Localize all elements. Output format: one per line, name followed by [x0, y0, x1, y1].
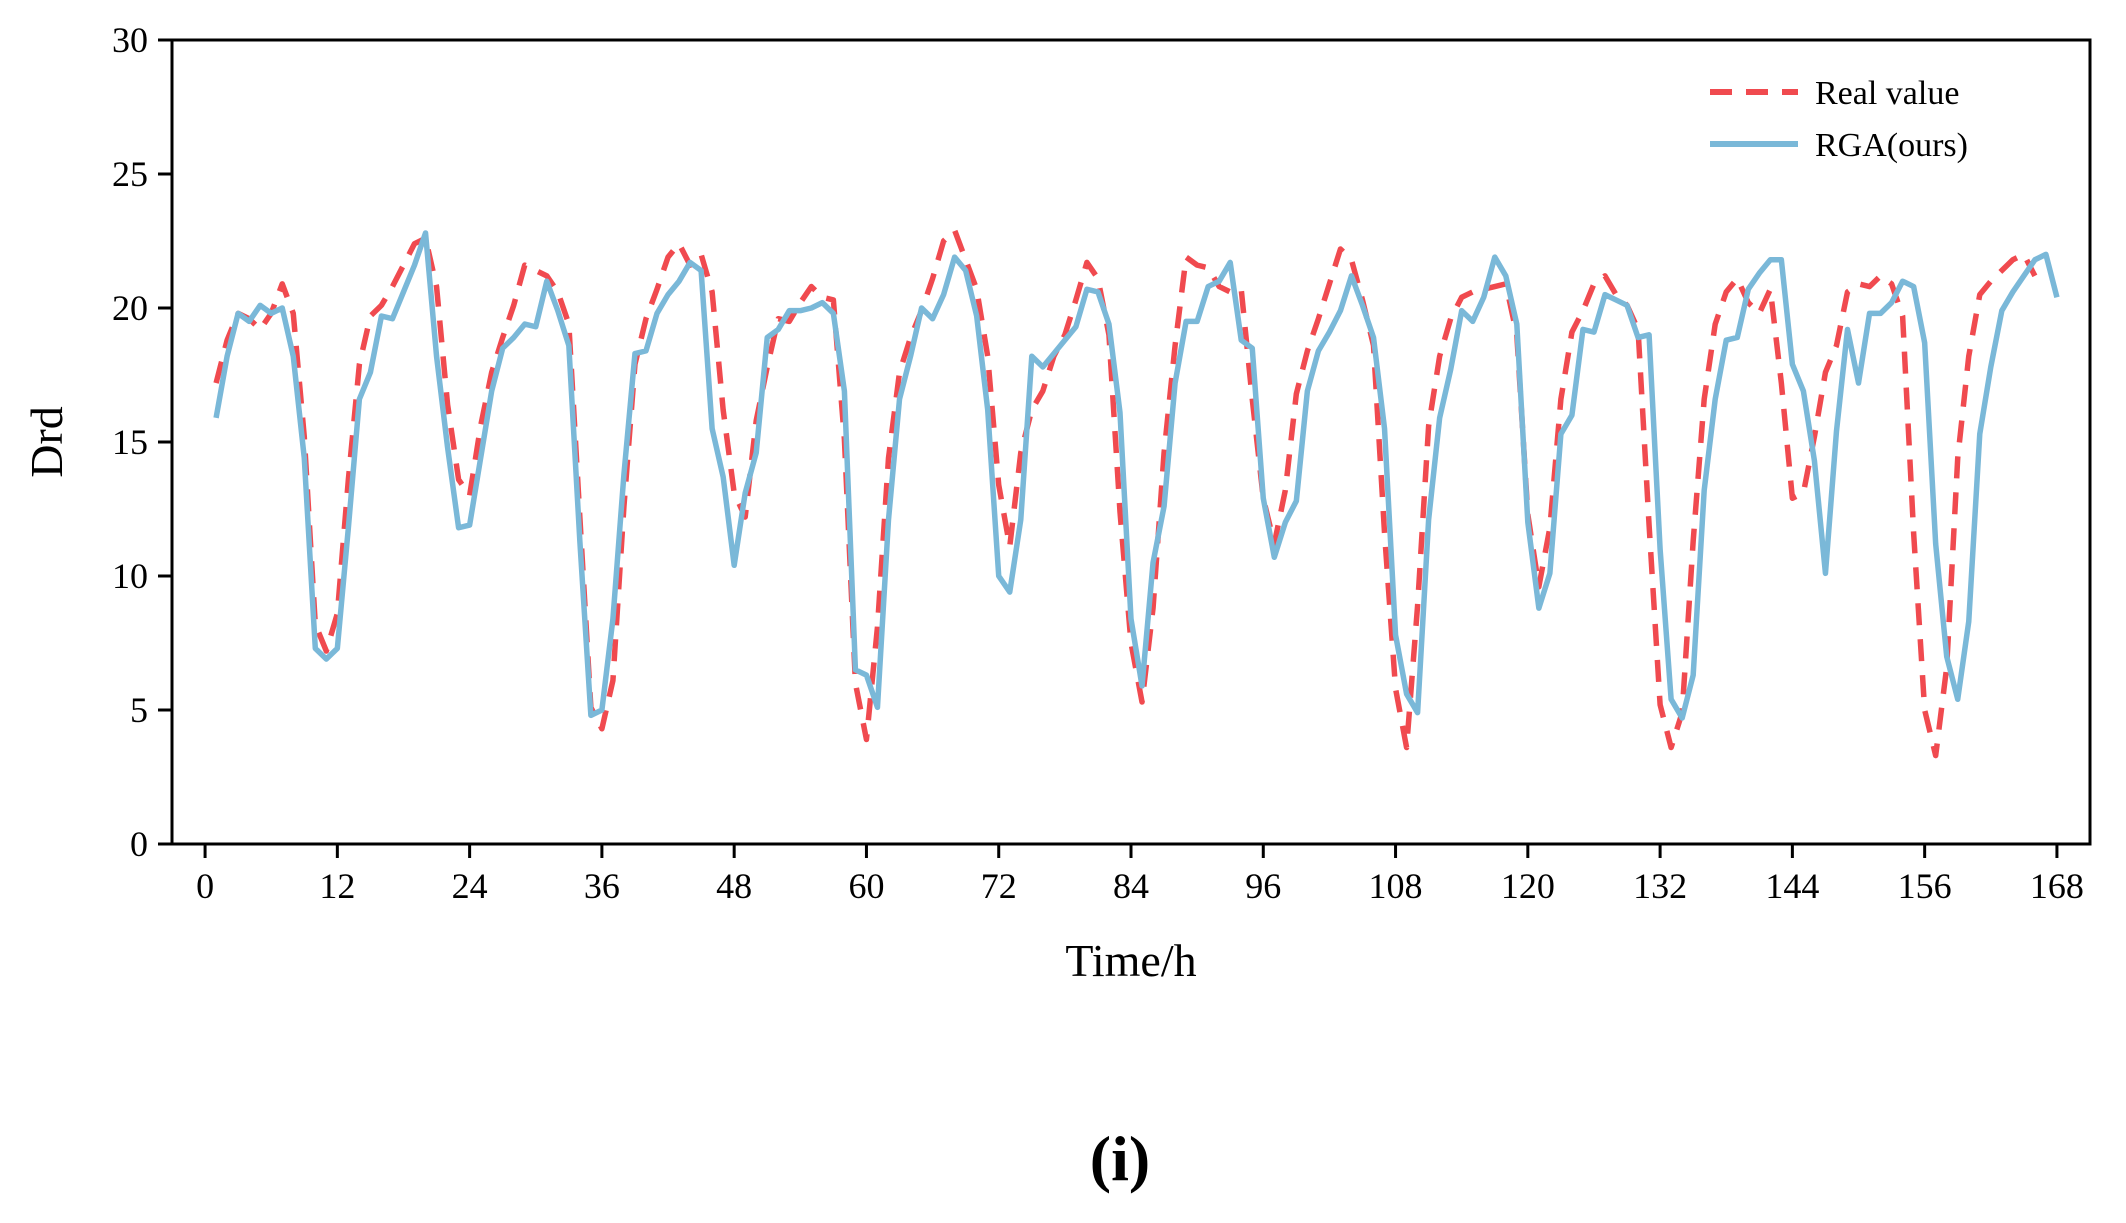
x-tick-label: 120	[1501, 866, 1555, 906]
y-tick-label: 0	[130, 824, 148, 864]
legend-label-real-value: Real value	[1815, 75, 1959, 112]
y-tick-label: 15	[112, 422, 148, 462]
y-tick-label: 30	[112, 20, 148, 60]
y-axis: 0 5 10 15 20 25 30	[112, 20, 172, 864]
panel-label: (i)	[1090, 1123, 1150, 1194]
y-tick-label: 25	[112, 154, 148, 194]
y-tick-label: 10	[112, 556, 148, 596]
x-tick-label: 12	[319, 866, 355, 906]
x-tick-label: 24	[452, 866, 488, 906]
y-axis-title: Drd	[21, 406, 72, 478]
x-axis: 0 12 24 36 48 60 72 84 96 108 120 132 144 156 168	[196, 844, 2084, 906]
x-tick-label: 0	[196, 866, 214, 906]
x-tick-label: 168	[2030, 866, 2084, 906]
x-tick-label: 156	[1898, 866, 1952, 906]
plot-frame	[170, 38, 2092, 846]
y-tick-label: 5	[130, 690, 148, 730]
x-axis-title: Time/h	[1065, 935, 1196, 986]
y-tick-label: 20	[112, 288, 148, 328]
x-tick-label: 36	[584, 866, 620, 906]
x-tick-label: 108	[1369, 866, 1423, 906]
series-line-rga-ours	[213, 230, 2060, 721]
x-tick-label: 132	[1633, 866, 1687, 906]
x-tick-label: 72	[981, 866, 1017, 906]
x-tick-label: 84	[1113, 866, 1149, 906]
x-tick-label: 96	[1245, 866, 1281, 906]
legend: Real value RGA(ours)	[1710, 75, 1968, 164]
series-layer	[213, 227, 2060, 759]
x-tick-label: 144	[1765, 866, 1819, 906]
legend-label-rga: RGA(ours)	[1815, 127, 1968, 164]
series-line-real-value	[213, 227, 2038, 759]
x-tick-label: 48	[716, 866, 752, 906]
x-tick-label: 60	[848, 866, 884, 906]
